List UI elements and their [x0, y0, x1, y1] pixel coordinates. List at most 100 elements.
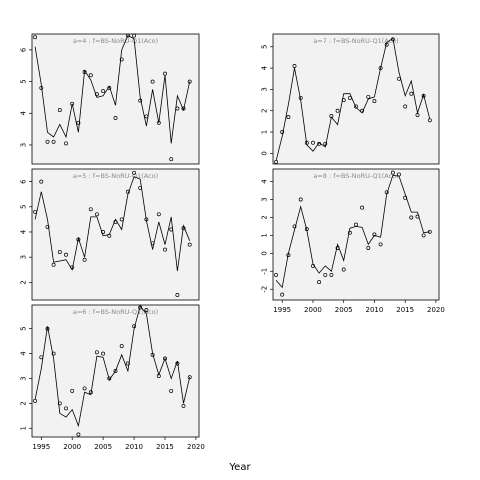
y-tick-label: 3: [261, 197, 269, 201]
observed-point: [175, 106, 180, 111]
observed-point: [144, 308, 149, 312]
observed-point: [311, 140, 315, 145]
observed-point: [360, 108, 365, 113]
observed-point: [181, 106, 186, 111]
observed-point: [51, 139, 56, 144]
observed-point: [156, 120, 161, 125]
observed-point: [70, 101, 75, 106]
x-tick-label: 2000: [304, 306, 322, 314]
observed-point: [150, 352, 155, 357]
observed-point: [150, 79, 155, 84]
observed-point: [427, 229, 432, 234]
observed-point: [335, 246, 340, 250]
observed-point: [366, 246, 371, 250]
observed-point: [156, 212, 161, 217]
y-tick-label: 2: [261, 108, 269, 112]
observed-point: [70, 388, 75, 393]
panel-title: a=4 : f=BS-NoRU-Q1(Aco): [73, 37, 158, 45]
y-tick-label: 1: [261, 130, 269, 134]
observed-point: [76, 432, 81, 437]
observed-point: [354, 104, 358, 109]
observed-point: [132, 324, 137, 329]
observed-point: [403, 195, 408, 200]
observed-point: [421, 233, 426, 238]
observed-point: [88, 73, 93, 78]
observed-point: [181, 226, 186, 231]
observed-point: [384, 190, 389, 195]
observed-point: [397, 76, 401, 81]
y-tick-label: 4: [20, 229, 28, 234]
observed-point: [107, 85, 112, 90]
x-axis-label: Year: [228, 462, 251, 473]
y-tick-label: 3: [261, 87, 269, 91]
observed-point: [39, 179, 44, 184]
observed-point: [292, 224, 297, 229]
observed-point: [119, 57, 124, 62]
observed-point: [82, 386, 87, 391]
observed-point: [94, 350, 99, 355]
y-tick-label: -2: [261, 286, 269, 293]
observed-point: [409, 215, 414, 220]
observed-point: [39, 85, 44, 90]
observed-point: [335, 108, 340, 113]
observed-point: [280, 292, 285, 297]
observed-point: [113, 369, 118, 373]
fitted-line: [275, 37, 431, 161]
observed-point: [101, 351, 106, 356]
observed-point: [125, 361, 130, 366]
y-tick-label: 4: [261, 65, 269, 70]
panel-5: a=6 : f=BS-NoRU-Q1(Aco) 1 2 3 4 5 1995 2000 2005…: [20, 304, 205, 451]
y-tick-label: 3: [20, 143, 28, 147]
observed-point: [372, 232, 377, 237]
y-tick-label: 5: [20, 205, 28, 209]
observed-point: [33, 209, 38, 214]
fitted-line: [34, 176, 191, 272]
observed-point: [187, 242, 192, 247]
observed-point: [415, 214, 420, 219]
observed-point: [119, 344, 124, 349]
observed-point: [286, 253, 291, 258]
observed-point: [70, 265, 75, 270]
y-tick-label: 5: [20, 326, 28, 330]
observed-point: [107, 233, 112, 238]
observed-point: [280, 130, 285, 134]
y-tick-label: 4: [20, 111, 28, 116]
observed-point: [354, 222, 358, 227]
y-tick-label: 6: [20, 47, 28, 52]
observed-point: [82, 70, 87, 74]
observed-point: [45, 326, 50, 331]
observed-point: [274, 272, 279, 277]
observed-point: [64, 406, 68, 411]
observed-point: [372, 99, 377, 104]
y-tick-label: 0: [261, 151, 269, 155]
observed-point: [39, 355, 44, 360]
x-tick-label: 2010: [366, 306, 384, 314]
observed-point: [378, 242, 383, 247]
observed-point: [51, 351, 56, 356]
panel-title: a=7 : f=BS-NoRU-Q1(Aco): [313, 37, 398, 45]
observed-point: [76, 237, 81, 242]
observed-point: [397, 172, 401, 177]
observed-point: [317, 141, 322, 146]
panel-4: a=8 : f=BS-NoRU-Q1(Aco) -2 -1 0 1 2 3 4 1995 2000…: [261, 168, 445, 314]
panels-group: a=4 : f=BS-NoRU-Q1(Aco) 3 4 5 6 a=7 : f=BS-No…: [20, 33, 445, 451]
x-tick-label: 2005: [335, 306, 353, 314]
observed-point: [427, 118, 432, 123]
fitted-line: [275, 174, 430, 289]
observed-point: [311, 263, 315, 268]
y-tick-label: 4: [261, 179, 269, 184]
observed-point: [113, 219, 118, 224]
observed-point: [107, 376, 112, 381]
x-tick-label: 2005: [94, 443, 112, 451]
observed-point: [64, 141, 68, 146]
observed-point: [101, 89, 106, 94]
x-tick-label: 2015: [156, 443, 174, 451]
panel-frame: [31, 168, 200, 301]
observed-point: [175, 361, 180, 366]
observed-point: [292, 64, 297, 68]
observed-point: [181, 403, 186, 408]
observed-point: [329, 272, 334, 277]
observed-point: [169, 157, 174, 162]
observed-point: [94, 212, 99, 217]
